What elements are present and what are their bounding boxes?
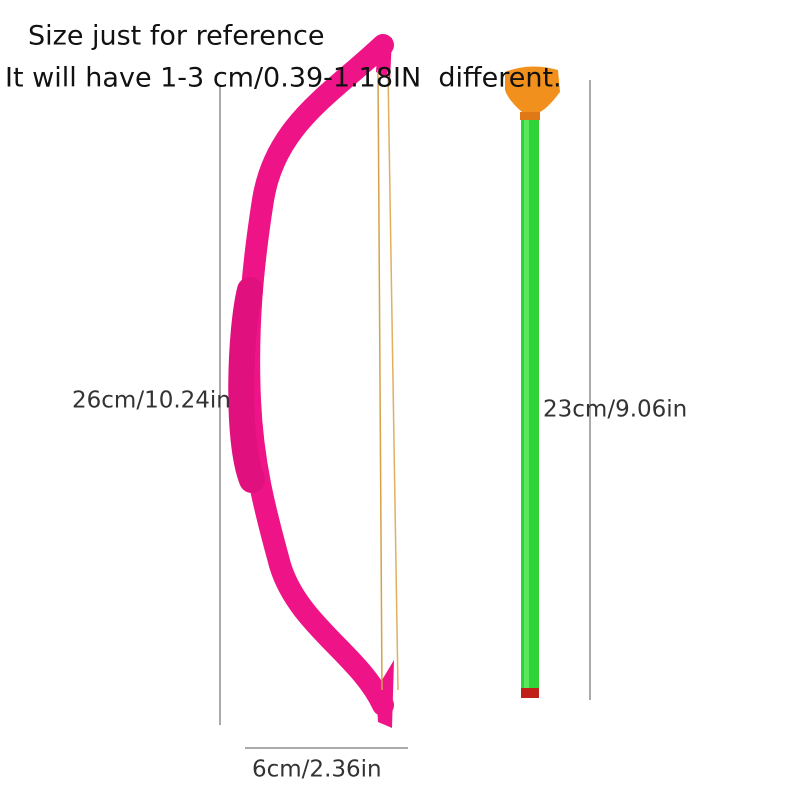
dimension-label: 23cm/9.06in [543, 397, 687, 423]
bow [228, 34, 399, 728]
dimension-label: 6cm/2.36in [252, 757, 382, 783]
note-line: Size just for reference [28, 21, 325, 52]
dimension-label: 26cm/10.24in [72, 388, 231, 414]
arrow [505, 66, 560, 698]
note-line: It will have 1-3 cm/0.39-1.18IN differen… [5, 63, 562, 94]
